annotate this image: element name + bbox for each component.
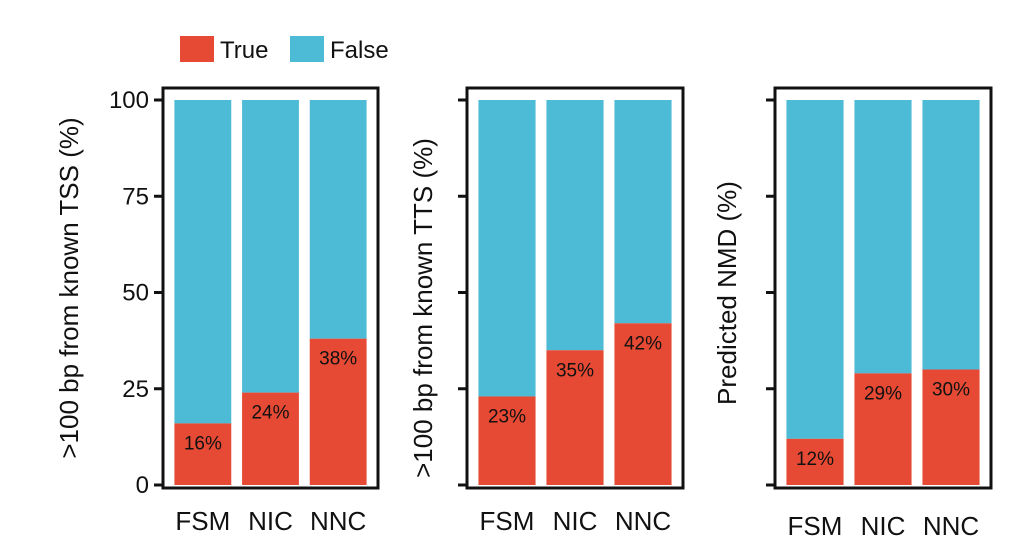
x-tick-label-nic: NIC	[861, 511, 906, 541]
legend-label-true: True	[220, 37, 268, 64]
bar-true-nic	[546, 350, 604, 485]
chart-panel-3: 12% FSM 29% NIC 30% NNC Predicted NMD (%)	[712, 86, 993, 541]
legend: True False	[180, 36, 389, 64]
x-tick-label-nnc: NNC	[310, 506, 366, 536]
legend-swatch-true	[180, 36, 214, 62]
x-tick-label-nic: NIC	[553, 506, 598, 536]
legend-swatch-false	[290, 36, 324, 62]
data-label-fsm: 23%	[488, 406, 526, 427]
y-axis-label: >100 bp from known TSS (%)	[54, 117, 84, 458]
x-tick-label-fsm: FSM	[480, 506, 535, 536]
bar-true-fsm	[174, 423, 232, 485]
chart-panel-2: 23% FSM 35% NIC 42% NNC >100 bp from known TTS…	[408, 86, 685, 536]
x-tick-label-fsm: FSM	[175, 506, 230, 536]
data-label-nnc: 30%	[932, 380, 970, 401]
x-tick-label-nnc: NNC	[615, 506, 671, 536]
bar-true-nnc	[922, 369, 980, 485]
bar-true-nic	[242, 392, 299, 485]
bar-false-fsm	[478, 100, 536, 397]
y-axis-label: Predicted NMD (%)	[712, 181, 742, 405]
bar-false-nic	[546, 100, 604, 351]
bar-true-fsm	[478, 396, 536, 485]
bar-true-fsm	[786, 438, 844, 485]
x-tick-label-nnc: NNC	[923, 511, 979, 541]
data-label-fsm: 12%	[796, 449, 834, 470]
data-label-fsm: 16%	[184, 433, 222, 454]
y-tick-label: 100	[109, 87, 149, 114]
bar-false-fsm	[174, 100, 232, 424]
y-tick-label: 75	[122, 183, 149, 210]
y-tick-label: 50	[122, 280, 149, 307]
data-label-nic: 29%	[864, 383, 902, 404]
y-tick-label: 25	[122, 376, 149, 403]
bar-false-nnc	[614, 100, 672, 324]
bar-false-nic	[242, 100, 299, 393]
plot-frame	[161, 86, 380, 490]
bar-false-nnc	[309, 100, 367, 339]
bar-false-fsm	[786, 100, 844, 439]
chart-panels: 0 25 50 75 100 16% FSM 24% NIC 38% NNC >100 bp from…	[54, 86, 993, 541]
bar-false-nic	[854, 100, 912, 374]
bar-true-nnc	[309, 338, 367, 485]
bar-true-nic	[854, 373, 912, 485]
x-tick-label-fsm: FSM	[788, 511, 843, 541]
bar-false-nnc	[922, 100, 980, 370]
legend-label-false: False	[330, 37, 389, 64]
y-axis-label: >100 bp from known TTS (%)	[408, 138, 438, 478]
data-label-nic: 24%	[251, 403, 289, 424]
plot-frame	[465, 86, 685, 490]
data-label-nnc: 38%	[319, 349, 357, 370]
plot-frame	[773, 86, 993, 490]
chart-panel-1: 0 25 50 75 100 16% FSM 24% NIC 38% NNC >100 bp from…	[54, 86, 380, 536]
bar-true-nnc	[614, 323, 672, 485]
x-tick-label-nic: NIC	[248, 506, 293, 536]
data-label-nnc: 42%	[624, 333, 662, 354]
y-tick-label: 0	[136, 472, 149, 499]
data-label-nic: 35%	[556, 360, 594, 381]
